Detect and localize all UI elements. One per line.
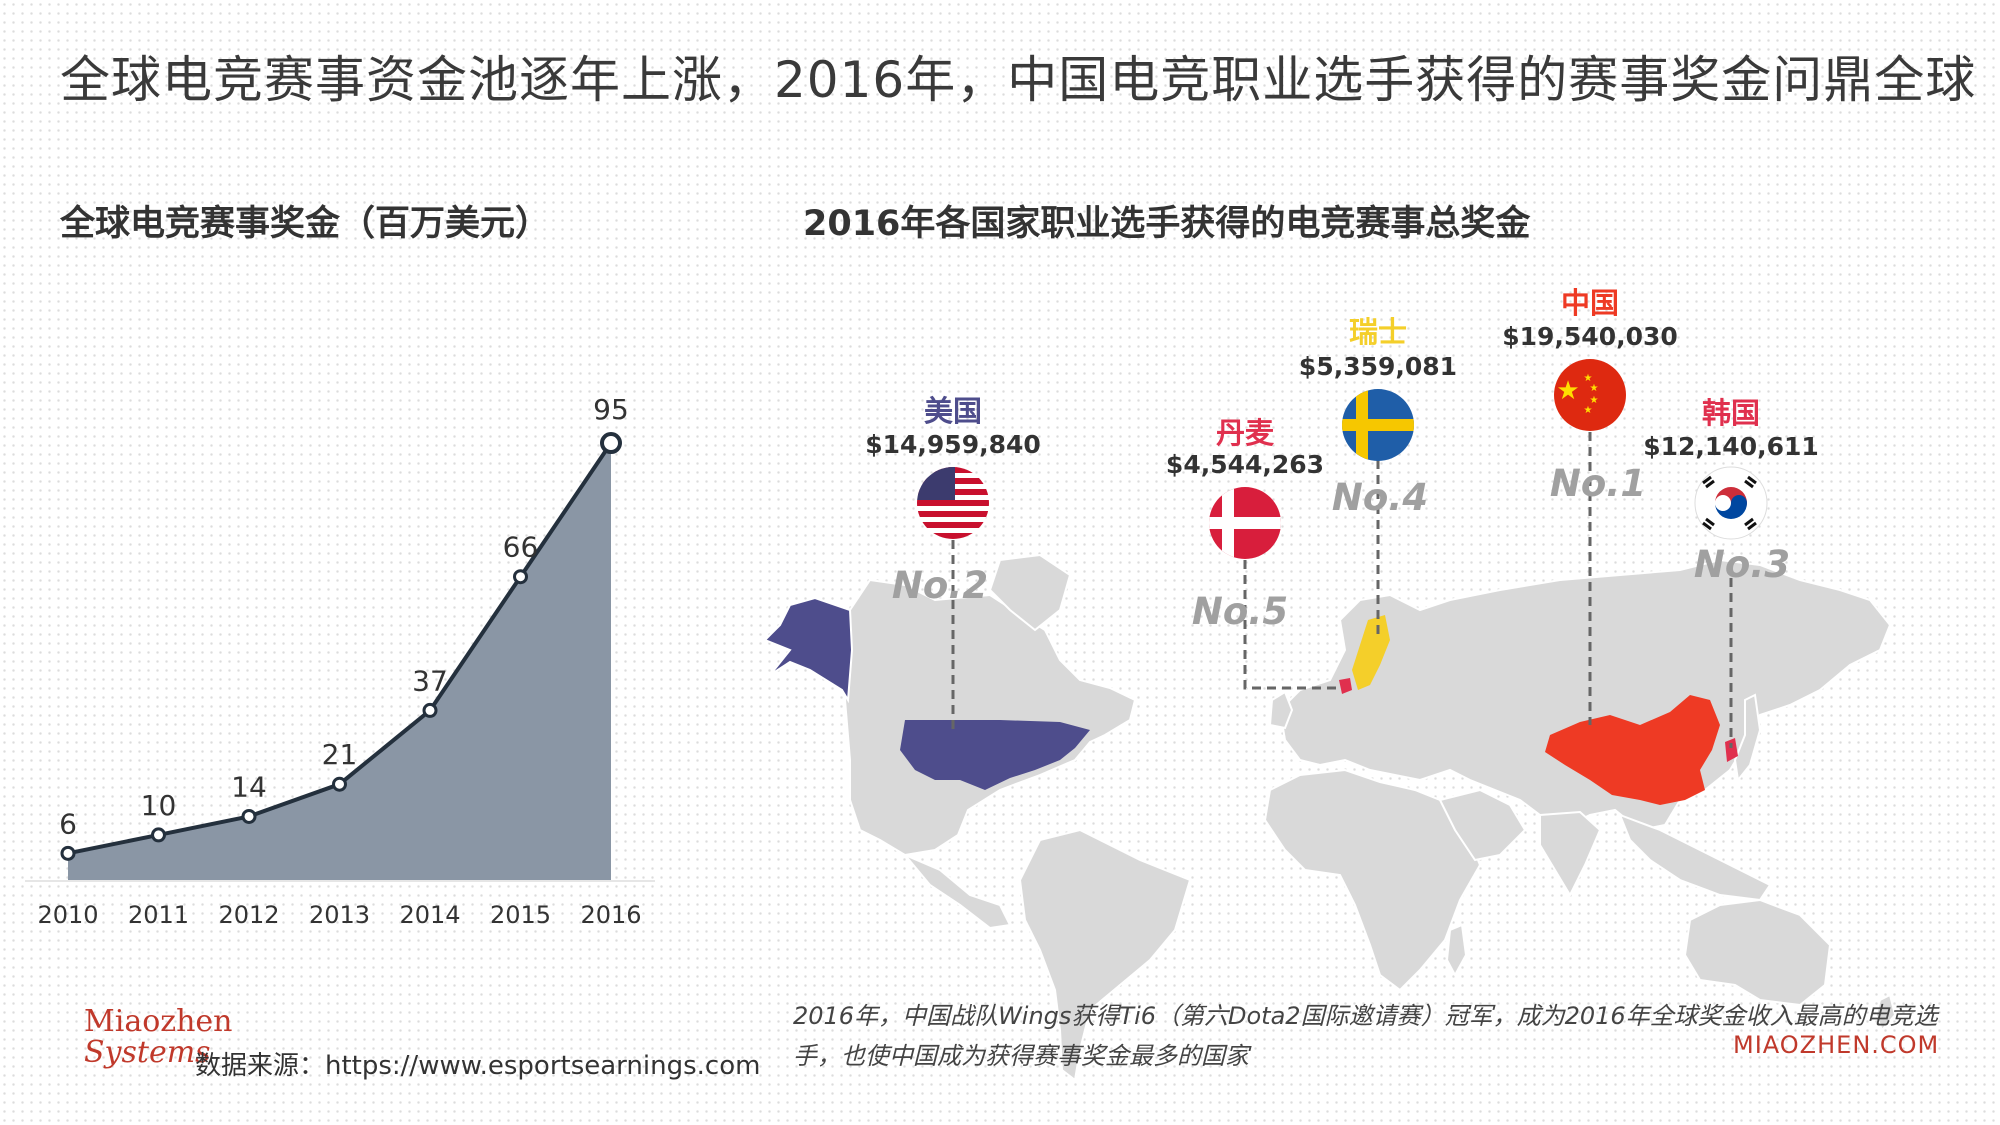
country-china: 中国 $19,540,030 ★ ★ ★ ★ ★ No.1 xyxy=(1502,286,1678,505)
land-india xyxy=(1539,810,1602,898)
data-label-2011: 10 xyxy=(141,789,177,822)
rank-korea: No.3 xyxy=(1694,543,1790,586)
land-japan xyxy=(1733,693,1762,783)
highlight-denmark xyxy=(1339,678,1352,694)
flag-korea-icon xyxy=(1694,466,1768,540)
country-name-usa: 美国 xyxy=(924,394,982,428)
country-name-denmark: 丹麦 xyxy=(1216,416,1275,450)
watermark: MIAOZHEN.COM xyxy=(1733,1031,1940,1059)
brand-logo: Miaozhen Systems xyxy=(84,1004,233,1070)
svg-text:★: ★ xyxy=(1556,376,1579,406)
rank-china: No.1 xyxy=(1550,462,1646,505)
data-label-2015: 66 xyxy=(503,531,539,564)
x-tick-labels: 2010 2011 2012 2013 2014 2015 2016 xyxy=(37,901,641,929)
map-title: 2016年各国家职业选手获得的电竞赛事总奖金 xyxy=(803,204,1531,244)
land-new-zealand xyxy=(1874,993,1897,1032)
highlight-sweden xyxy=(1352,615,1390,690)
data-point-2015 xyxy=(513,569,528,585)
data-point-2011 xyxy=(151,827,166,843)
connector-denmark xyxy=(1243,560,1342,690)
svg-text:★: ★ xyxy=(1590,383,1599,394)
data-label-2014: 37 xyxy=(412,664,448,697)
x-tick-2016: 2016 xyxy=(580,901,641,929)
country-amount-sweden: $5,359,081 xyxy=(1299,352,1457,381)
country-usa: 美国 $14,959,840 No.2 xyxy=(865,394,1041,607)
x-tick-2014: 2014 xyxy=(399,901,460,929)
country-sweden: 瑞士 $5,359,081 No.4 xyxy=(1299,315,1457,519)
land-uk xyxy=(1268,690,1294,730)
flag-china-icon: ★ ★ ★ ★ ★ xyxy=(1554,359,1626,431)
logo-line-1: Miaozhen xyxy=(84,1004,233,1039)
land-south-america xyxy=(1018,828,1192,1082)
area-fill xyxy=(68,443,611,881)
highlight-korea xyxy=(1725,738,1738,762)
country-name-sweden: 瑞士 xyxy=(1349,315,1407,349)
x-tick-2012: 2012 xyxy=(218,901,279,929)
caption-note: 2016年，中国战队Wings获得Ti6（第六Dota2国际邀请赛）冠军，成为2… xyxy=(793,1002,1938,1070)
data-label-2016: 95 xyxy=(593,393,629,426)
land-australia xyxy=(1683,898,1832,1007)
land-greenland xyxy=(988,553,1072,632)
land-europe-asia xyxy=(1278,558,1892,832)
connector-lines xyxy=(951,432,1733,748)
x-tick-2015: 2015 xyxy=(490,901,551,929)
land-madagascar xyxy=(1445,923,1468,978)
x-tick-2013: 2013 xyxy=(309,901,370,929)
data-point-2013 xyxy=(332,776,347,792)
rank-sweden: No.4 xyxy=(1332,476,1428,519)
flag-sweden-icon xyxy=(1342,389,1414,461)
x-tick-2011: 2011 xyxy=(128,901,189,929)
land-arabia xyxy=(1438,788,1527,862)
data-point-2010 xyxy=(60,845,76,861)
data-point-2014 xyxy=(422,702,438,718)
land-masses xyxy=(763,553,1897,1082)
country-amount-china: $19,540,030 xyxy=(1502,322,1678,351)
logo-line-2: Systems xyxy=(84,1035,211,1070)
chart-title: 全球电竞赛事奖金（百万美元） xyxy=(60,204,551,244)
land-africa xyxy=(1263,768,1482,992)
data-source: 数据来源：https://www.esportsearnings.com xyxy=(195,1051,761,1081)
data-label-2012: 14 xyxy=(231,770,267,803)
data-label-2010: 6 xyxy=(59,807,77,840)
flag-usa-icon xyxy=(917,467,989,539)
country-amount-denmark: $4,544,263 xyxy=(1166,450,1324,479)
svg-text:★: ★ xyxy=(1590,395,1599,406)
x-tick-2010: 2010 xyxy=(37,901,98,929)
land-central-america xyxy=(904,854,1012,930)
svg-text:★: ★ xyxy=(1584,373,1593,384)
highlight-usa xyxy=(900,720,1090,790)
land-southeast-asia xyxy=(1618,813,1772,902)
country-name-korea: 韩国 xyxy=(1702,396,1760,430)
land-north-america xyxy=(843,578,1137,857)
country-name-china: 中国 xyxy=(1561,286,1619,320)
data-point-2012 xyxy=(241,808,257,824)
land-alaska xyxy=(763,596,854,704)
flag-denmark-icon xyxy=(1209,487,1281,559)
svg-text:★: ★ xyxy=(1584,405,1593,416)
data-label-2013: 21 xyxy=(322,738,358,771)
page-title: 全球电竞赛事资金池逐年上涨，2016年，中国电竞职业选手获得的赛事奖金问鼎全球 xyxy=(60,51,1977,109)
data-points xyxy=(60,432,622,861)
data-labels: 6 10 14 21 37 66 95 xyxy=(59,393,629,840)
country-amount-usa: $14,959,840 xyxy=(865,430,1041,459)
country-amount-korea: $12,140,611 xyxy=(1643,432,1819,461)
country-korea: 韩国 $12,140,611 No.3 xyxy=(1643,396,1819,586)
country-denmark: 丹麦 $4,544,263 No.5 xyxy=(1166,416,1324,633)
data-point-2016 xyxy=(600,432,622,455)
rank-denmark: No.5 xyxy=(1192,590,1288,633)
rank-usa: No.2 xyxy=(892,564,988,607)
